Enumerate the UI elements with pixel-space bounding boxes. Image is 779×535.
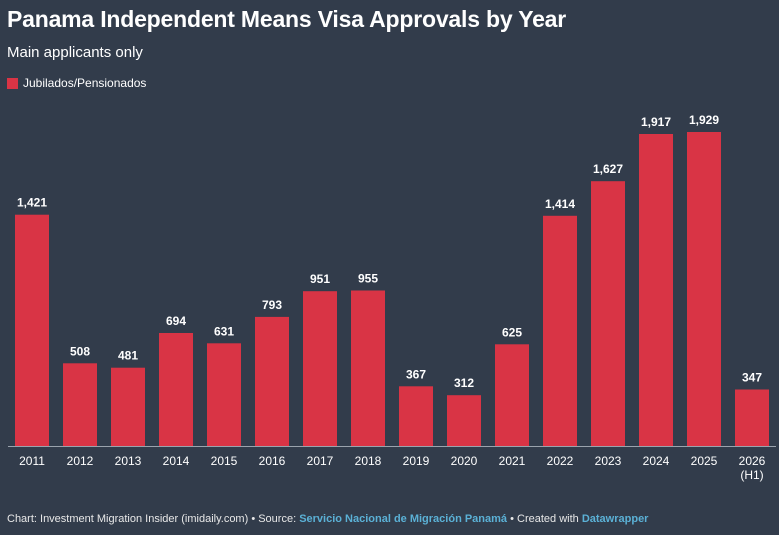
data-label-10: 625 xyxy=(502,325,522,339)
data-label-15: 347 xyxy=(742,371,762,385)
data-label-9: 312 xyxy=(454,376,474,390)
bar-12 xyxy=(591,181,625,446)
data-label-5: 793 xyxy=(262,298,282,312)
datawrapper-link[interactable]: Datawrapper xyxy=(581,513,649,525)
x-tick-label-8: 2019 xyxy=(403,454,430,468)
source-link[interactable]: Servicio Nacional de Migración Panamá xyxy=(299,513,508,525)
bar-8 xyxy=(399,386,433,446)
data-label-8: 367 xyxy=(406,367,426,381)
x-tick-label-14: 2025 xyxy=(691,454,718,468)
x-tick-label-5: 2016 xyxy=(259,454,286,468)
legend: Jubilados/Pensionados xyxy=(7,76,146,90)
data-label-11: 1,414 xyxy=(545,197,575,211)
x-tick-label-9: 2020 xyxy=(451,454,478,468)
chart-subtitle: Main applicants only xyxy=(7,44,143,61)
bar-11 xyxy=(543,215,577,446)
x-tick-label-0: 2011 xyxy=(19,454,45,468)
x-tick-label-10: 2021 xyxy=(499,454,526,468)
bar-1 xyxy=(63,363,97,446)
x-tick-label-4: 2015 xyxy=(211,454,238,468)
data-label-6: 951 xyxy=(310,272,330,286)
bar-7 xyxy=(351,290,385,446)
data-label-4: 631 xyxy=(214,324,234,338)
bar-3 xyxy=(159,333,193,446)
x-tick-label-7: 2018 xyxy=(355,454,382,468)
bar-5 xyxy=(255,316,289,446)
bar-chart: 1,421 2011 508 2012 481 2013 694 2014 631 2015 793… xyxy=(8,113,776,482)
legend-swatch xyxy=(7,77,18,89)
chart-footer: Chart: Investment Migration Insider (imi… xyxy=(7,513,648,525)
bar-15 xyxy=(735,389,769,446)
x-tick-label-3: 2014 xyxy=(163,454,190,468)
data-label-1: 508 xyxy=(70,344,90,358)
data-label-13: 1,917 xyxy=(641,115,671,129)
x-tick-label-13: 2024 xyxy=(643,454,670,468)
bar-4 xyxy=(207,343,241,446)
x-tick-label-1: 2012 xyxy=(67,454,94,468)
x-tick-label-15: 2026 (H1) xyxy=(739,454,766,482)
data-label-7: 955 xyxy=(358,272,378,286)
data-label-14: 1,929 xyxy=(689,113,719,127)
bar-14 xyxy=(687,132,721,446)
chart-title: Panama Independent Means Visa Approvals … xyxy=(7,6,567,32)
bar-10 xyxy=(495,344,529,446)
data-label-0: 1,421 xyxy=(17,196,47,210)
bar-13 xyxy=(639,134,673,446)
x-tick-label-12: 2023 xyxy=(595,454,622,468)
data-label-3: 694 xyxy=(166,314,186,328)
data-label-12: 1,627 xyxy=(593,162,623,176)
bar-2 xyxy=(111,367,145,446)
bar-0 xyxy=(15,214,49,446)
x-tick-label-2: 2013 xyxy=(115,454,142,468)
x-tick-label-6: 2017 xyxy=(307,454,334,468)
x-tick-label-11: 2022 xyxy=(547,454,574,468)
footer-credit: Chart: Investment Migration Insider (imi… xyxy=(7,513,300,525)
legend-label: Jubilados/Pensionados xyxy=(23,76,147,90)
footer-created-with: • Created with xyxy=(507,513,582,525)
bar-9 xyxy=(447,395,481,446)
data-label-2: 481 xyxy=(118,349,138,363)
bar-6 xyxy=(303,291,337,446)
